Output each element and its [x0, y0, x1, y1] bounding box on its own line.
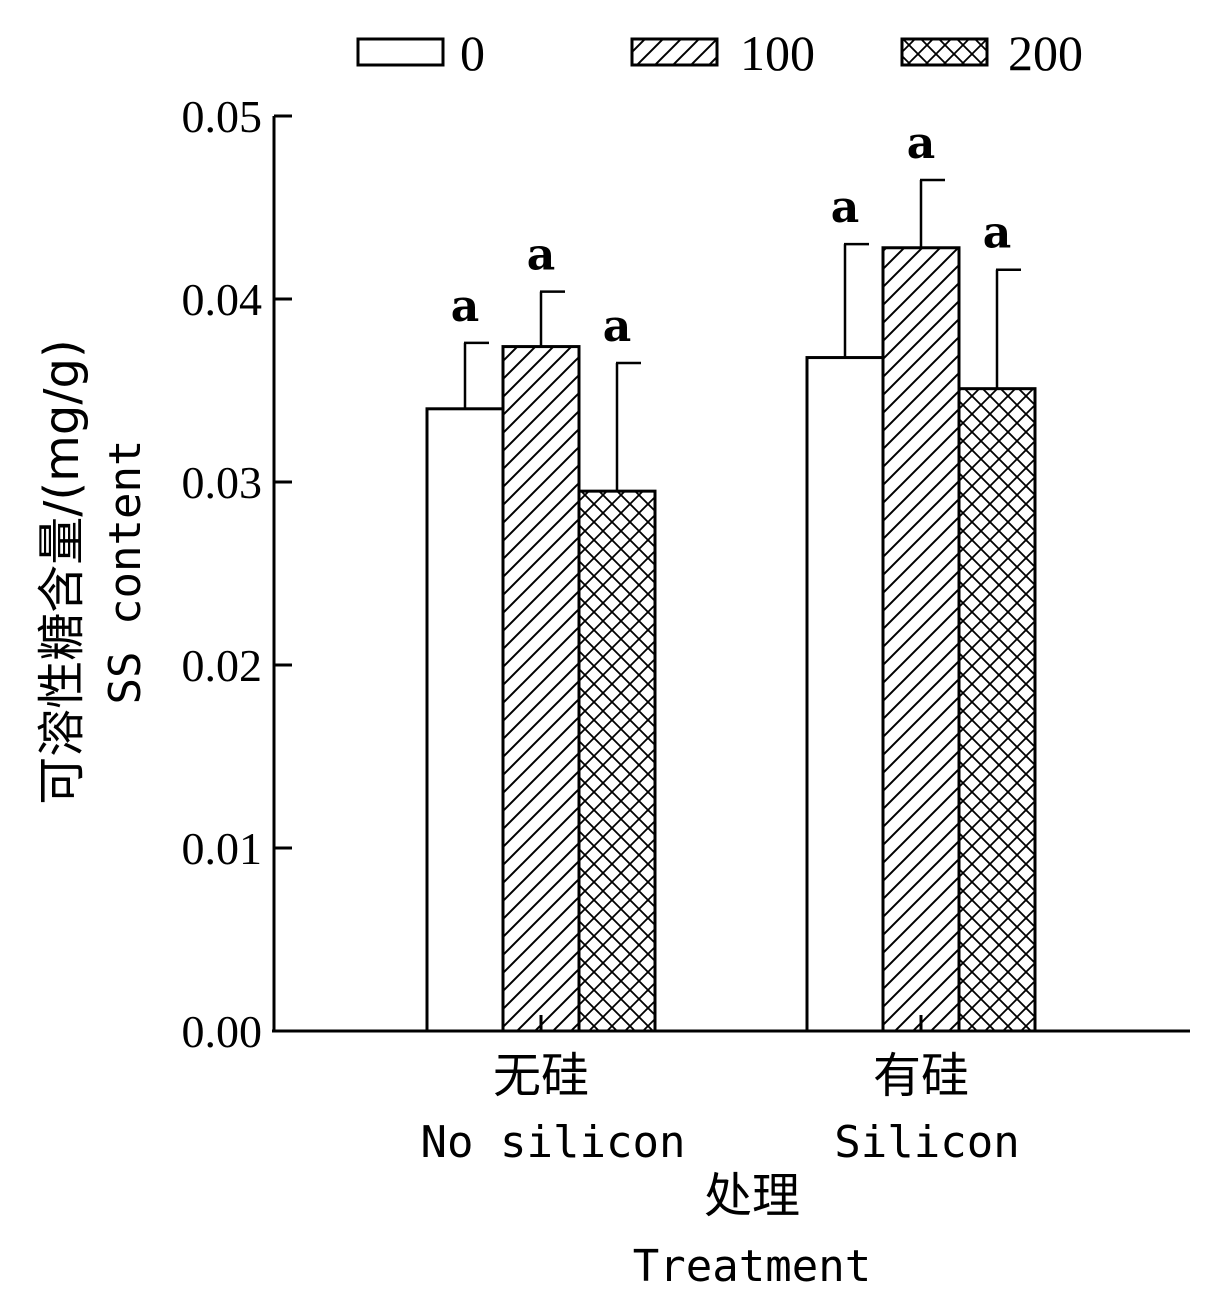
y-axis-title-en: SS content — [100, 440, 151, 705]
bar-100-1 — [881, 246, 961, 1033]
legend-swatch-0 — [356, 37, 445, 67]
bar-0-1 — [805, 356, 885, 1033]
y-tick-label: 0.04 — [182, 274, 263, 325]
x-axis-title-cn: 处理 — [704, 1168, 800, 1224]
legend-swatch-100 — [630, 37, 719, 67]
legend-label-100: 100 — [740, 25, 815, 81]
significance-label: a — [907, 118, 936, 169]
category-label-no-silicon-cn: 无硅 — [493, 1048, 589, 1104]
x-axis-title-en: Treatment — [633, 1241, 871, 1292]
legend-item-200: 200 — [900, 25, 1083, 81]
bar-200-1 — [957, 387, 1037, 1033]
legend-swatch-200 — [900, 37, 989, 67]
category-label-silicon-cn: 有硅 — [873, 1048, 969, 1104]
significance-label: a — [451, 281, 480, 332]
y-tick-label: 0.05 — [182, 91, 263, 142]
significance-label: a — [831, 182, 860, 233]
bar-100-0 — [501, 345, 581, 1033]
legend-label-200: 200 — [1008, 25, 1083, 81]
significance-label: a — [603, 301, 632, 352]
bar-200-0 — [577, 489, 657, 1033]
y-tick-label: 0.00 — [182, 1006, 263, 1057]
legend-label-0: 0 — [460, 25, 485, 81]
legend-item-100: 100 — [630, 25, 815, 81]
category-label-silicon-en: Silicon — [834, 1117, 1019, 1168]
y-axis-title-cn: 可溶性糖含量/(mg/g) — [34, 339, 90, 805]
significance-label: a — [527, 230, 556, 281]
y-tick-label: 0.03 — [182, 457, 263, 508]
bar-0-0 — [425, 407, 505, 1033]
legend-item-0: 0 — [356, 25, 485, 81]
y-tick-label: 0.01 — [182, 823, 263, 874]
y-tick-label: 0.02 — [182, 640, 263, 691]
significance-label: a — [983, 208, 1012, 259]
legend: 0 100 200 — [356, 25, 1083, 81]
y-axis: 0.00 0.01 0.02 0.03 0.04 0.05 — [182, 91, 292, 1057]
category-label-no-silicon-en: No silicon — [421, 1117, 686, 1168]
